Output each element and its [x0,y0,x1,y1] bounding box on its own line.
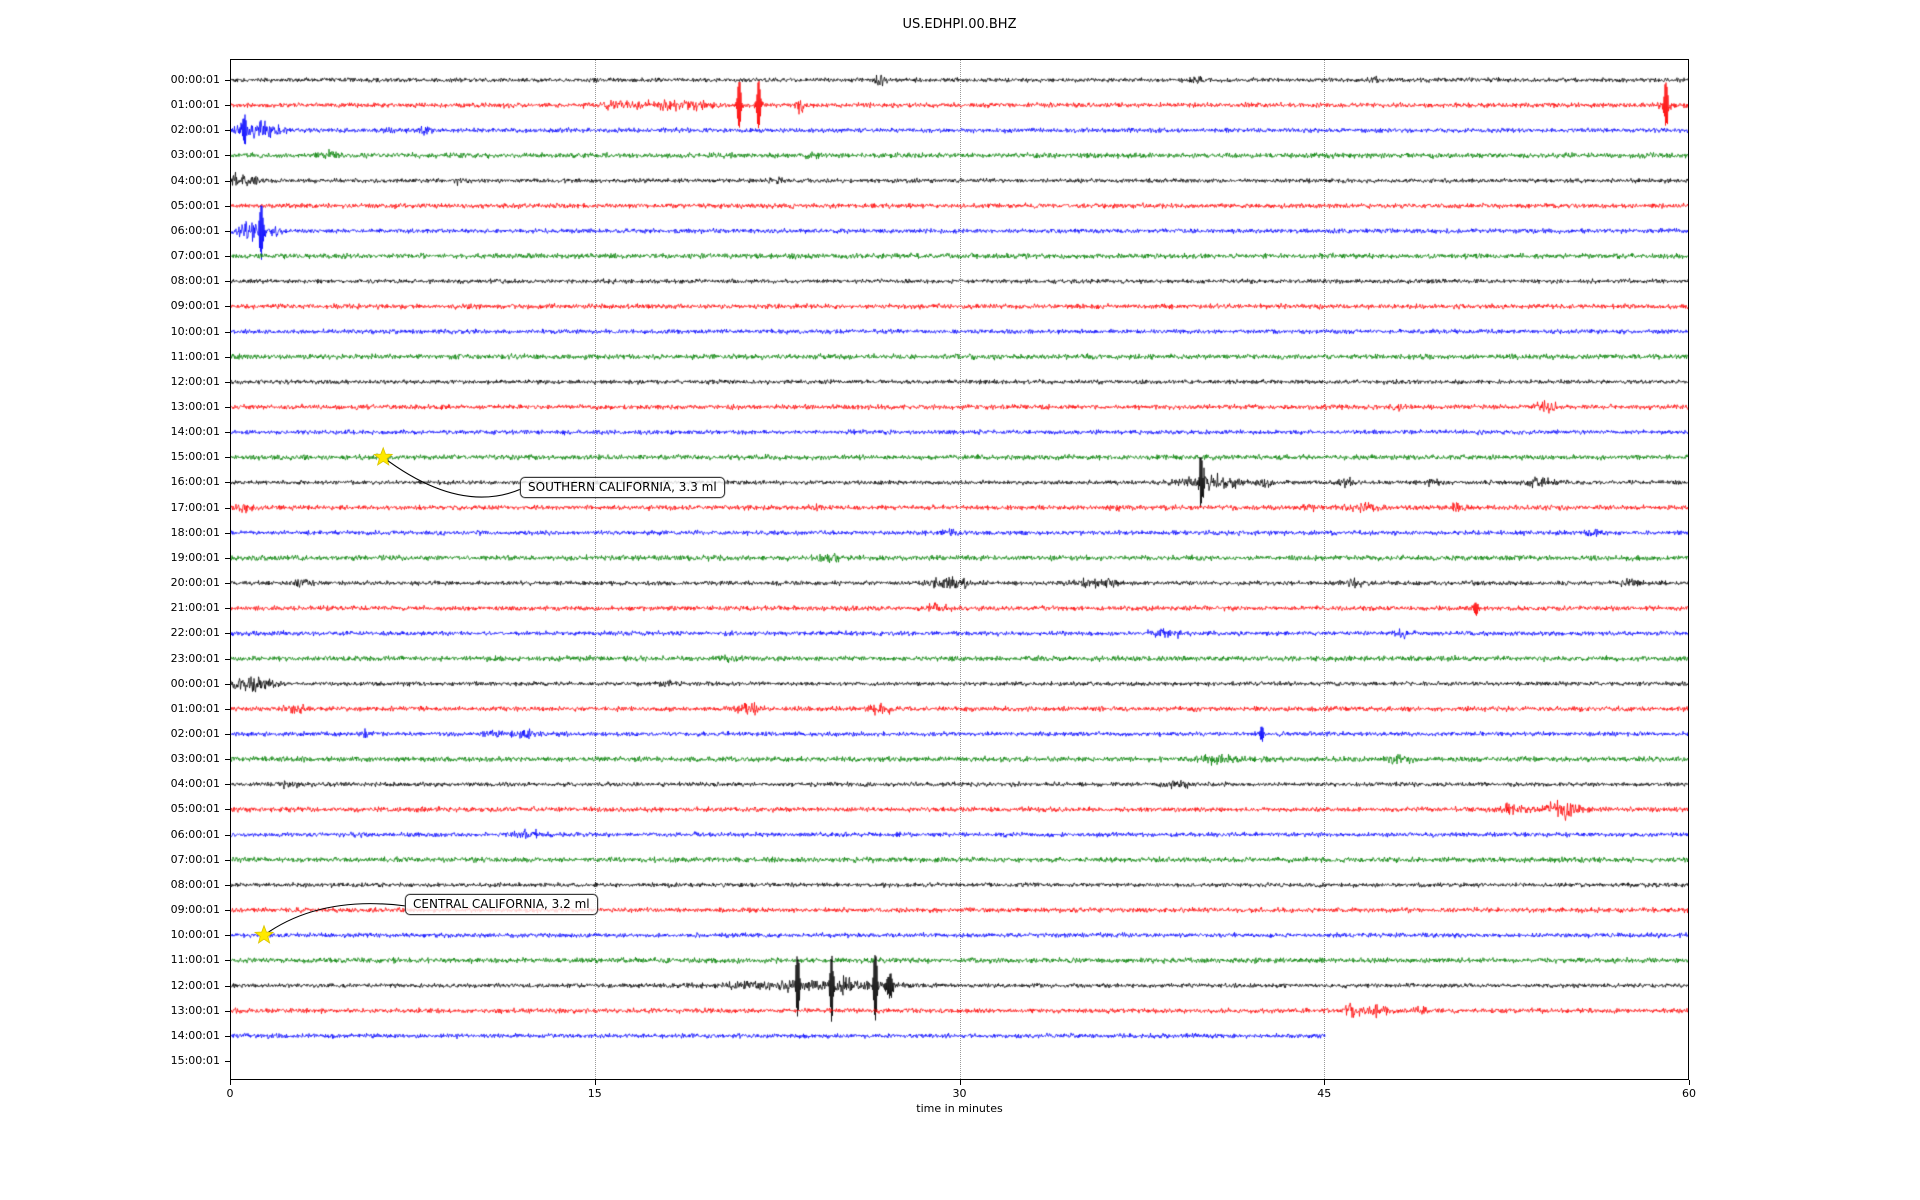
y-tick-label: 18:00:01 [170,525,220,539]
y-tick-label: 01:00:01 [170,701,220,715]
y-tick-mark [225,180,230,182]
y-tick-label: 13:00:01 [170,1003,220,1017]
y-tick-mark [225,281,230,283]
y-tick-label: 08:00:01 [170,274,220,288]
y-tick-label: 23:00:01 [170,651,220,665]
y-tick-mark [225,884,230,886]
y-tick-mark [225,583,230,585]
x-tick-mark [1324,1080,1326,1085]
x-tick-mark [959,1080,961,1085]
y-tick-mark [225,658,230,660]
chart-title: US.EDHPI.00.BHZ [902,17,1017,32]
y-tick-label: 21:00:01 [170,601,220,615]
x-tick-label: 60 [1682,1087,1696,1100]
y-tick-mark [225,407,230,408]
y-tick-mark [225,155,230,157]
y-tick-label: 03:00:01 [170,148,220,162]
y-tick-mark [225,482,230,484]
y-tick-mark [225,784,230,786]
y-tick-mark [225,557,230,559]
y-tick-mark [225,306,230,308]
y-tick-label: 08:00:01 [170,877,220,891]
y-tick-mark [225,507,230,509]
annotation-central-california: CENTRAL CALIFORNIA, 3.2 ml [405,894,598,915]
y-tick-mark [225,1035,230,1037]
y-tick-label: 07:00:01 [170,852,220,866]
y-tick-label: 09:00:01 [170,299,220,313]
y-tick-mark [225,859,230,861]
y-tick-label: 01:00:01 [170,98,220,112]
y-tick-mark [225,331,230,333]
y-tick-label: 10:00:01 [170,324,220,338]
plot-area [230,59,1689,1080]
y-tick-label: 15:00:01 [170,450,220,464]
y-tick-label: 10:00:01 [170,928,220,942]
y-tick-label: 05:00:01 [170,198,220,212]
y-tick-label: 09:00:01 [170,903,220,917]
y-tick-label: 04:00:01 [170,173,220,187]
y-tick-mark [225,356,230,358]
y-tick-label: 13:00:01 [170,400,220,413]
y-tick-label: 11:00:01 [170,349,220,363]
y-tick-mark [225,809,230,811]
y-tick-mark [225,1061,230,1062]
y-tick-label: 12:00:01 [170,978,220,992]
y-tick-label: 14:00:01 [170,1028,220,1042]
y-tick-label: 07:00:01 [170,249,220,263]
y-tick-label: 00:00:01 [170,73,220,86]
y-tick-mark [225,960,230,962]
x-tick-mark [1689,1080,1690,1085]
y-tick-mark [225,633,230,635]
x-axis-label: time in minutes [916,1102,1003,1115]
y-tick-mark [225,130,230,132]
y-tick-label: 02:00:01 [170,123,220,137]
y-tick-mark [225,205,230,207]
seismogram-canvas [231,60,1688,1079]
y-tick-label: 06:00:01 [170,223,220,237]
y-tick-mark [225,608,230,610]
y-tick-label: 05:00:01 [170,802,220,816]
y-tick-mark [225,734,230,735]
y-tick-label: 03:00:01 [170,752,220,766]
y-tick-label: 15:00:01 [170,1054,220,1067]
y-tick-mark [225,105,230,107]
y-tick-mark [225,708,230,710]
y-tick-mark [225,457,230,459]
y-tick-mark [225,759,230,761]
annotation-southern-california: SOUTHERN CALIFORNIA, 3.3 ml [520,477,725,498]
x-tick-label: 0 [226,1087,234,1100]
y-tick-mark [225,381,230,383]
x-tick-label: 15 [587,1087,602,1100]
y-tick-mark [225,985,230,987]
y-tick-mark [225,834,230,836]
x-tick-label: 45 [1317,1087,1332,1100]
y-tick-label: 12:00:01 [170,374,220,388]
y-tick-mark [225,910,230,912]
y-tick-label: 00:00:01 [170,676,220,690]
y-tick-mark [225,1010,230,1012]
y-tick-mark [225,935,230,937]
x-tick-mark [230,1080,231,1085]
y-tick-label: 22:00:01 [170,626,220,640]
y-tick-label: 14:00:01 [170,425,220,439]
y-tick-mark [225,256,230,258]
y-tick-label: 02:00:01 [170,727,220,740]
y-tick-label: 16:00:01 [170,475,220,489]
y-tick-mark [225,230,230,232]
y-tick-label: 20:00:01 [170,576,220,590]
y-tick-mark [225,683,230,685]
y-tick-label: 11:00:01 [170,953,220,967]
y-tick-mark [225,532,230,534]
y-tick-mark [225,432,230,434]
y-tick-label: 19:00:01 [170,550,220,564]
y-tick-label: 17:00:01 [170,500,220,514]
x-tick-mark [594,1080,596,1085]
y-tick-mark [225,80,230,81]
y-tick-label: 06:00:01 [170,827,220,841]
x-tick-label: 30 [952,1087,967,1100]
y-tick-label: 04:00:01 [170,777,220,791]
